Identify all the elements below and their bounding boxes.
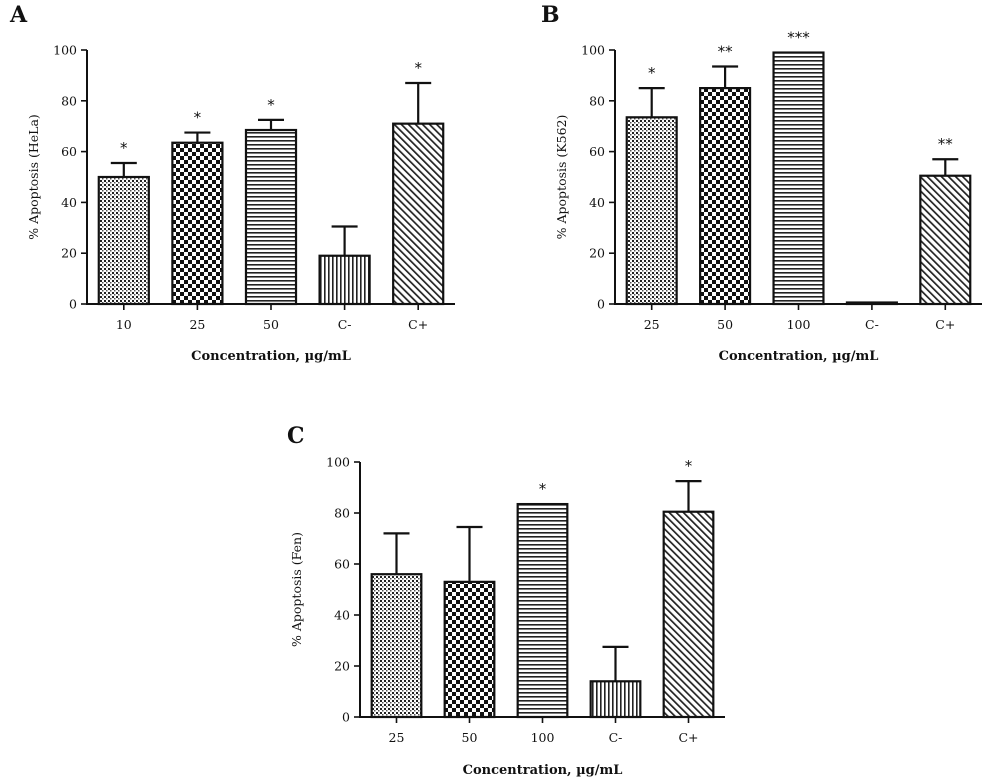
x-tick-label: 50 — [717, 317, 733, 332]
significance-marker: * — [194, 109, 202, 127]
significance-marker: *** — [787, 29, 810, 47]
bar — [443, 580, 496, 719]
x-tick-label: C+ — [408, 317, 428, 332]
significance-marker: ** — [718, 43, 734, 61]
significance-marker: * — [685, 457, 693, 475]
x-tick-label: 25 — [644, 317, 660, 332]
x-axis-label: Concentration, µg/mL — [191, 349, 351, 364]
bar — [662, 510, 715, 719]
y-tick-label: 0 — [342, 710, 350, 725]
x-axis-label: Concentration, µg/mL — [719, 349, 879, 364]
y-axis-label: % Apoptosis (HeLa) — [26, 114, 41, 240]
panel-letter: C — [287, 423, 305, 449]
bar — [589, 680, 642, 719]
y-tick-label: 80 — [334, 506, 350, 521]
x-tick-label: 25 — [189, 317, 205, 332]
y-tick-label: 20 — [61, 246, 77, 261]
bar — [244, 128, 298, 306]
y-tick-label: 60 — [61, 144, 77, 159]
x-tick-label: C+ — [935, 317, 955, 332]
x-tick-label: 100 — [787, 317, 811, 332]
y-tick-label: 0 — [597, 297, 605, 312]
y-tick-label: 80 — [61, 93, 77, 108]
panel-letter: B — [541, 2, 560, 28]
x-tick-label: 100 — [531, 730, 555, 745]
bar — [370, 573, 423, 719]
y-tick-label: 40 — [61, 195, 77, 210]
y-tick-label: 40 — [334, 608, 350, 623]
chart-panel-c: C 0 20 40 60 80 100 % Apoptosis (Fen) 25 50 * 100 C-… — [287, 423, 725, 778]
panel-letter: A — [9, 2, 28, 28]
bar — [699, 86, 752, 306]
bar — [392, 122, 445, 306]
y-tick-label: 100 — [581, 43, 605, 58]
significance-marker: * — [539, 480, 547, 498]
y-tick-label: 20 — [334, 659, 350, 674]
bar — [919, 174, 972, 306]
bar — [625, 116, 678, 306]
y-tick-label: 40 — [589, 195, 605, 210]
x-tick-label: 25 — [389, 730, 405, 745]
chart-panel-a: A 0 20 40 60 80 100 % Apoptosis (HeLa) * 10 * 25 * 50… — [9, 2, 455, 364]
significance-marker: ** — [938, 135, 954, 153]
y-tick-label: 100 — [326, 455, 350, 470]
bar — [845, 301, 898, 306]
bar — [171, 141, 224, 306]
x-tick-label: 50 — [263, 317, 279, 332]
y-tick-label: 60 — [589, 144, 605, 159]
x-tick-label: 50 — [462, 730, 478, 745]
y-tick-label: 60 — [334, 557, 350, 572]
x-tick-label: C+ — [678, 730, 698, 745]
significance-marker: * — [648, 64, 656, 82]
x-tick-label: C- — [865, 317, 879, 332]
significance-marker: * — [267, 96, 275, 114]
y-tick-label: 80 — [589, 93, 605, 108]
x-tick-label: C- — [338, 317, 352, 332]
x-axis-label: Concentration, µg/mL — [463, 763, 623, 778]
y-tick-label: 100 — [53, 43, 77, 58]
y-axis-label: % Apoptosis (Fen) — [289, 532, 304, 647]
x-tick-label: 10 — [116, 317, 132, 332]
y-axis-label: % Apoptosis (K562) — [554, 115, 569, 240]
bar — [516, 502, 569, 719]
significance-marker: * — [414, 59, 422, 77]
bar — [318, 254, 371, 306]
x-tick-label: C- — [609, 730, 623, 745]
bar — [97, 175, 150, 306]
y-tick-label: 20 — [589, 246, 605, 261]
significance-marker: * — [120, 139, 128, 157]
bar — [772, 51, 825, 306]
y-tick-label: 0 — [69, 297, 77, 312]
chart-panel-b: B 0 20 40 60 80 100 % Apoptosis (K562) * 25 ** 50 **… — [541, 2, 982, 364]
